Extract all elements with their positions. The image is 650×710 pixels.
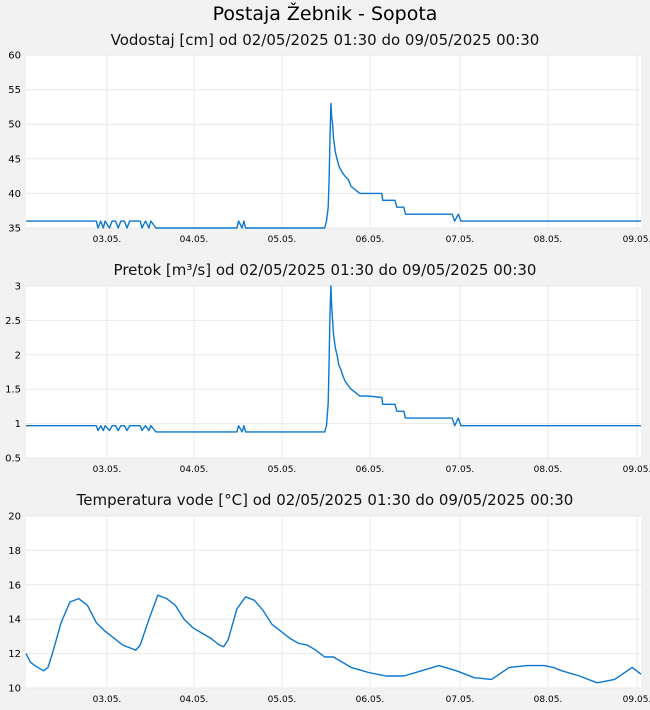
series-line: [26, 285, 641, 433]
x-tick-label: 03.05.: [93, 695, 122, 705]
x-tick-label: 03.05.: [93, 465, 122, 475]
y-tick-label: 18: [8, 546, 21, 557]
series-line: [26, 102, 641, 229]
x-tick-label: 06.05.: [356, 695, 385, 705]
y-tick-label: 45: [8, 154, 21, 165]
y-tick-label: 14: [8, 615, 21, 626]
plot-area: [26, 516, 641, 688]
x-tick-label: 06.05.: [356, 235, 385, 245]
x-tick-label: 08.05.: [534, 695, 563, 705]
x-tick-label: 09.05.: [623, 465, 650, 475]
y-tick-label: 40: [8, 189, 21, 200]
y-tick-label: 35: [8, 224, 21, 235]
y-tick-label: 20: [8, 512, 21, 523]
x-tick-label: 04.05.: [180, 465, 209, 475]
y-tick-label: 60: [8, 51, 21, 62]
y-tick-label: 12: [8, 649, 21, 660]
y-tick-label: 10: [8, 684, 21, 695]
x-tick-label: 08.05.: [534, 235, 563, 245]
y-tick-label: 1.5: [5, 385, 21, 396]
x-tick-label: 08.05.: [534, 465, 563, 475]
x-tick-label: 04.05.: [180, 235, 209, 245]
y-tick-label: 16: [8, 580, 21, 591]
y-tick-label: 2: [15, 350, 21, 361]
y-tick-label: 3: [15, 282, 21, 293]
y-tick-label: 2.5: [5, 316, 21, 327]
y-tick-label: 1: [15, 419, 21, 430]
x-tick-label: 07.05.: [446, 695, 475, 705]
x-tick-label: 04.05.: [180, 695, 209, 705]
x-tick-label: 07.05.: [446, 235, 475, 245]
x-tick-label: 05.05.: [268, 235, 297, 245]
page-title: Postaja Žebnik - Sopota: [212, 3, 438, 25]
x-tick-label: 09.05.: [623, 235, 650, 245]
x-tick-label: 07.05.: [446, 465, 475, 475]
x-tick-label: 03.05.: [93, 235, 122, 245]
chart-title: Temperatura vode [°C] od 02/05/2025 01:3…: [76, 491, 574, 509]
x-tick-label: 05.05.: [268, 465, 297, 475]
y-tick-label: 55: [8, 85, 21, 96]
series-line: [25, 594, 642, 684]
y-tick-label: 0.5: [5, 454, 21, 465]
x-tick-label: 05.05.: [268, 695, 297, 705]
chart-title: Vodostaj [cm] od 02/05/2025 01:30 do 09/…: [111, 31, 540, 49]
plot-area: [26, 286, 641, 458]
x-tick-label: 09.05.: [623, 695, 650, 705]
x-tick-label: 06.05.: [356, 465, 385, 475]
y-tick-label: 50: [8, 120, 21, 131]
chart-title: Pretok [m³/s] od 02/05/2025 01:30 do 09/…: [114, 261, 537, 279]
